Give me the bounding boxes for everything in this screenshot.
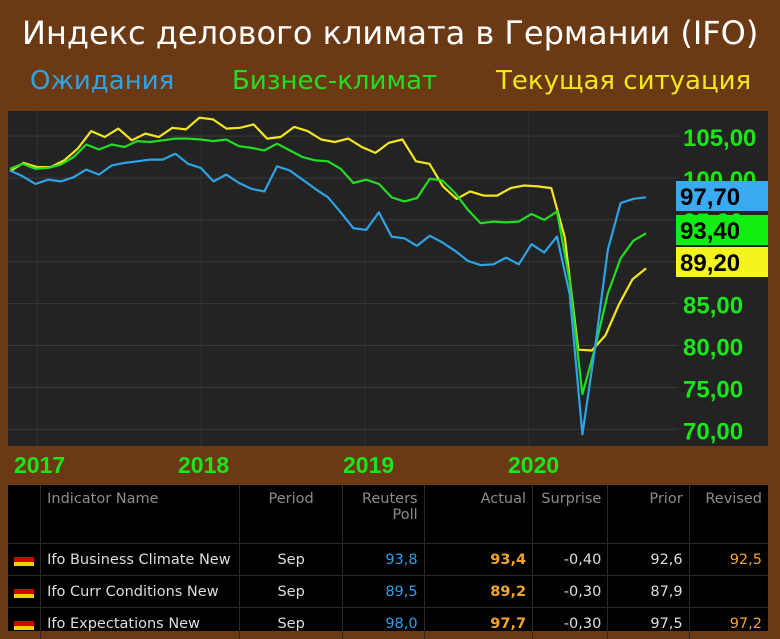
period-cell: Sep	[239, 607, 344, 639]
x-tick-label: 2019	[343, 452, 394, 478]
current-value-label: 97,70	[680, 184, 740, 211]
indicator-name-cell: Ifo Expectations New	[40, 607, 240, 639]
actual-cell: 93,4	[424, 543, 534, 576]
prior-cell: 87,9	[607, 575, 690, 608]
reuters-poll-cell: 98,0	[342, 607, 425, 639]
germany-flag-icon	[8, 607, 42, 639]
x-tick-label: 2020	[508, 452, 559, 478]
legend-current-situation: Текущая ситуация	[496, 66, 752, 96]
legend-expectations: Ожидания	[30, 66, 175, 96]
y-tick-label: 70,00	[683, 418, 743, 445]
y-tick-label: 80,00	[683, 335, 743, 362]
table-row[interactable]: Ifo Curr Conditions New Sep 89,5 89,2 -0,30 8…	[8, 575, 768, 608]
chart-title: Индекс делового климата в Германии (IFO)	[22, 14, 759, 52]
indicator-table: Indicator Name Period Reuters Poll Actua…	[8, 485, 768, 639]
surprise-cell: -0,40	[532, 543, 609, 576]
x-tick-label: 2018	[178, 452, 229, 478]
series-line	[9, 116, 647, 352]
surprise-cell: -0,30	[532, 607, 609, 639]
actual-cell: 97,7	[424, 607, 534, 639]
current-value-label: 89,20	[680, 250, 740, 277]
y-tick-label: 75,00	[683, 376, 743, 403]
period-cell: Sep	[239, 575, 344, 608]
col-surprise: Surprise	[532, 485, 609, 544]
legend-business-climate: Бизнес-климат	[232, 66, 438, 96]
line-chart: 105,00100,0095,0090,0085,0080,0075,0070,…	[8, 111, 768, 478]
table-header-row: Indicator Name Period Reuters Poll Actua…	[8, 485, 768, 544]
col-revised: Revised	[705, 491, 762, 507]
indicator-name-cell: Ifo Curr Conditions New	[40, 575, 240, 608]
col-period: Period	[239, 485, 344, 544]
surprise-cell: -0,30	[532, 575, 609, 608]
current-value-label: 93,40	[680, 218, 740, 245]
y-tick-label: 85,00	[683, 293, 743, 320]
indicator-name-cell: Ifo Business Climate New	[40, 543, 240, 576]
actual-cell: 89,2	[424, 575, 534, 608]
reuters-poll-cell: 89,5	[342, 575, 425, 608]
plot-background	[8, 111, 768, 446]
col-actual: Actual	[424, 485, 534, 544]
revised-cell: 97,2	[689, 607, 768, 639]
series-line	[9, 137, 647, 396]
revised-cell	[689, 575, 768, 608]
reuters-poll-cell: 93,8	[342, 543, 425, 576]
header: Индекс делового климата в Германии (IFO)…	[0, 0, 780, 105]
table-row[interactable]: Ifo Business Climate New Sep 93,8 93,4 -0,40…	[8, 543, 768, 576]
germany-flag-icon	[8, 575, 42, 608]
current-value-box	[676, 215, 768, 245]
series-line	[9, 152, 647, 436]
col-prior: Prior	[607, 485, 690, 544]
y-tick-label: 105,00	[683, 125, 756, 152]
col-reuters-poll: Reuters Poll	[342, 485, 425, 544]
current-value-box	[676, 247, 768, 277]
revised-cell: 92,5	[689, 543, 768, 576]
prior-cell: 97,5	[607, 607, 690, 639]
current-value-box	[676, 181, 768, 211]
col-indicator-name: Indicator Name	[40, 485, 240, 544]
period-cell: Sep	[239, 543, 344, 576]
germany-flag-icon	[8, 543, 42, 576]
table-row[interactable]: Ifo Expectations New Sep 98,0 97,7 -0,30 97,5…	[8, 607, 768, 639]
prior-cell: 92,6	[607, 543, 690, 576]
chart-area: 105,00100,0095,0090,0085,0080,0075,0070,…	[0, 105, 780, 480]
x-tick-label: 2017	[14, 452, 65, 478]
